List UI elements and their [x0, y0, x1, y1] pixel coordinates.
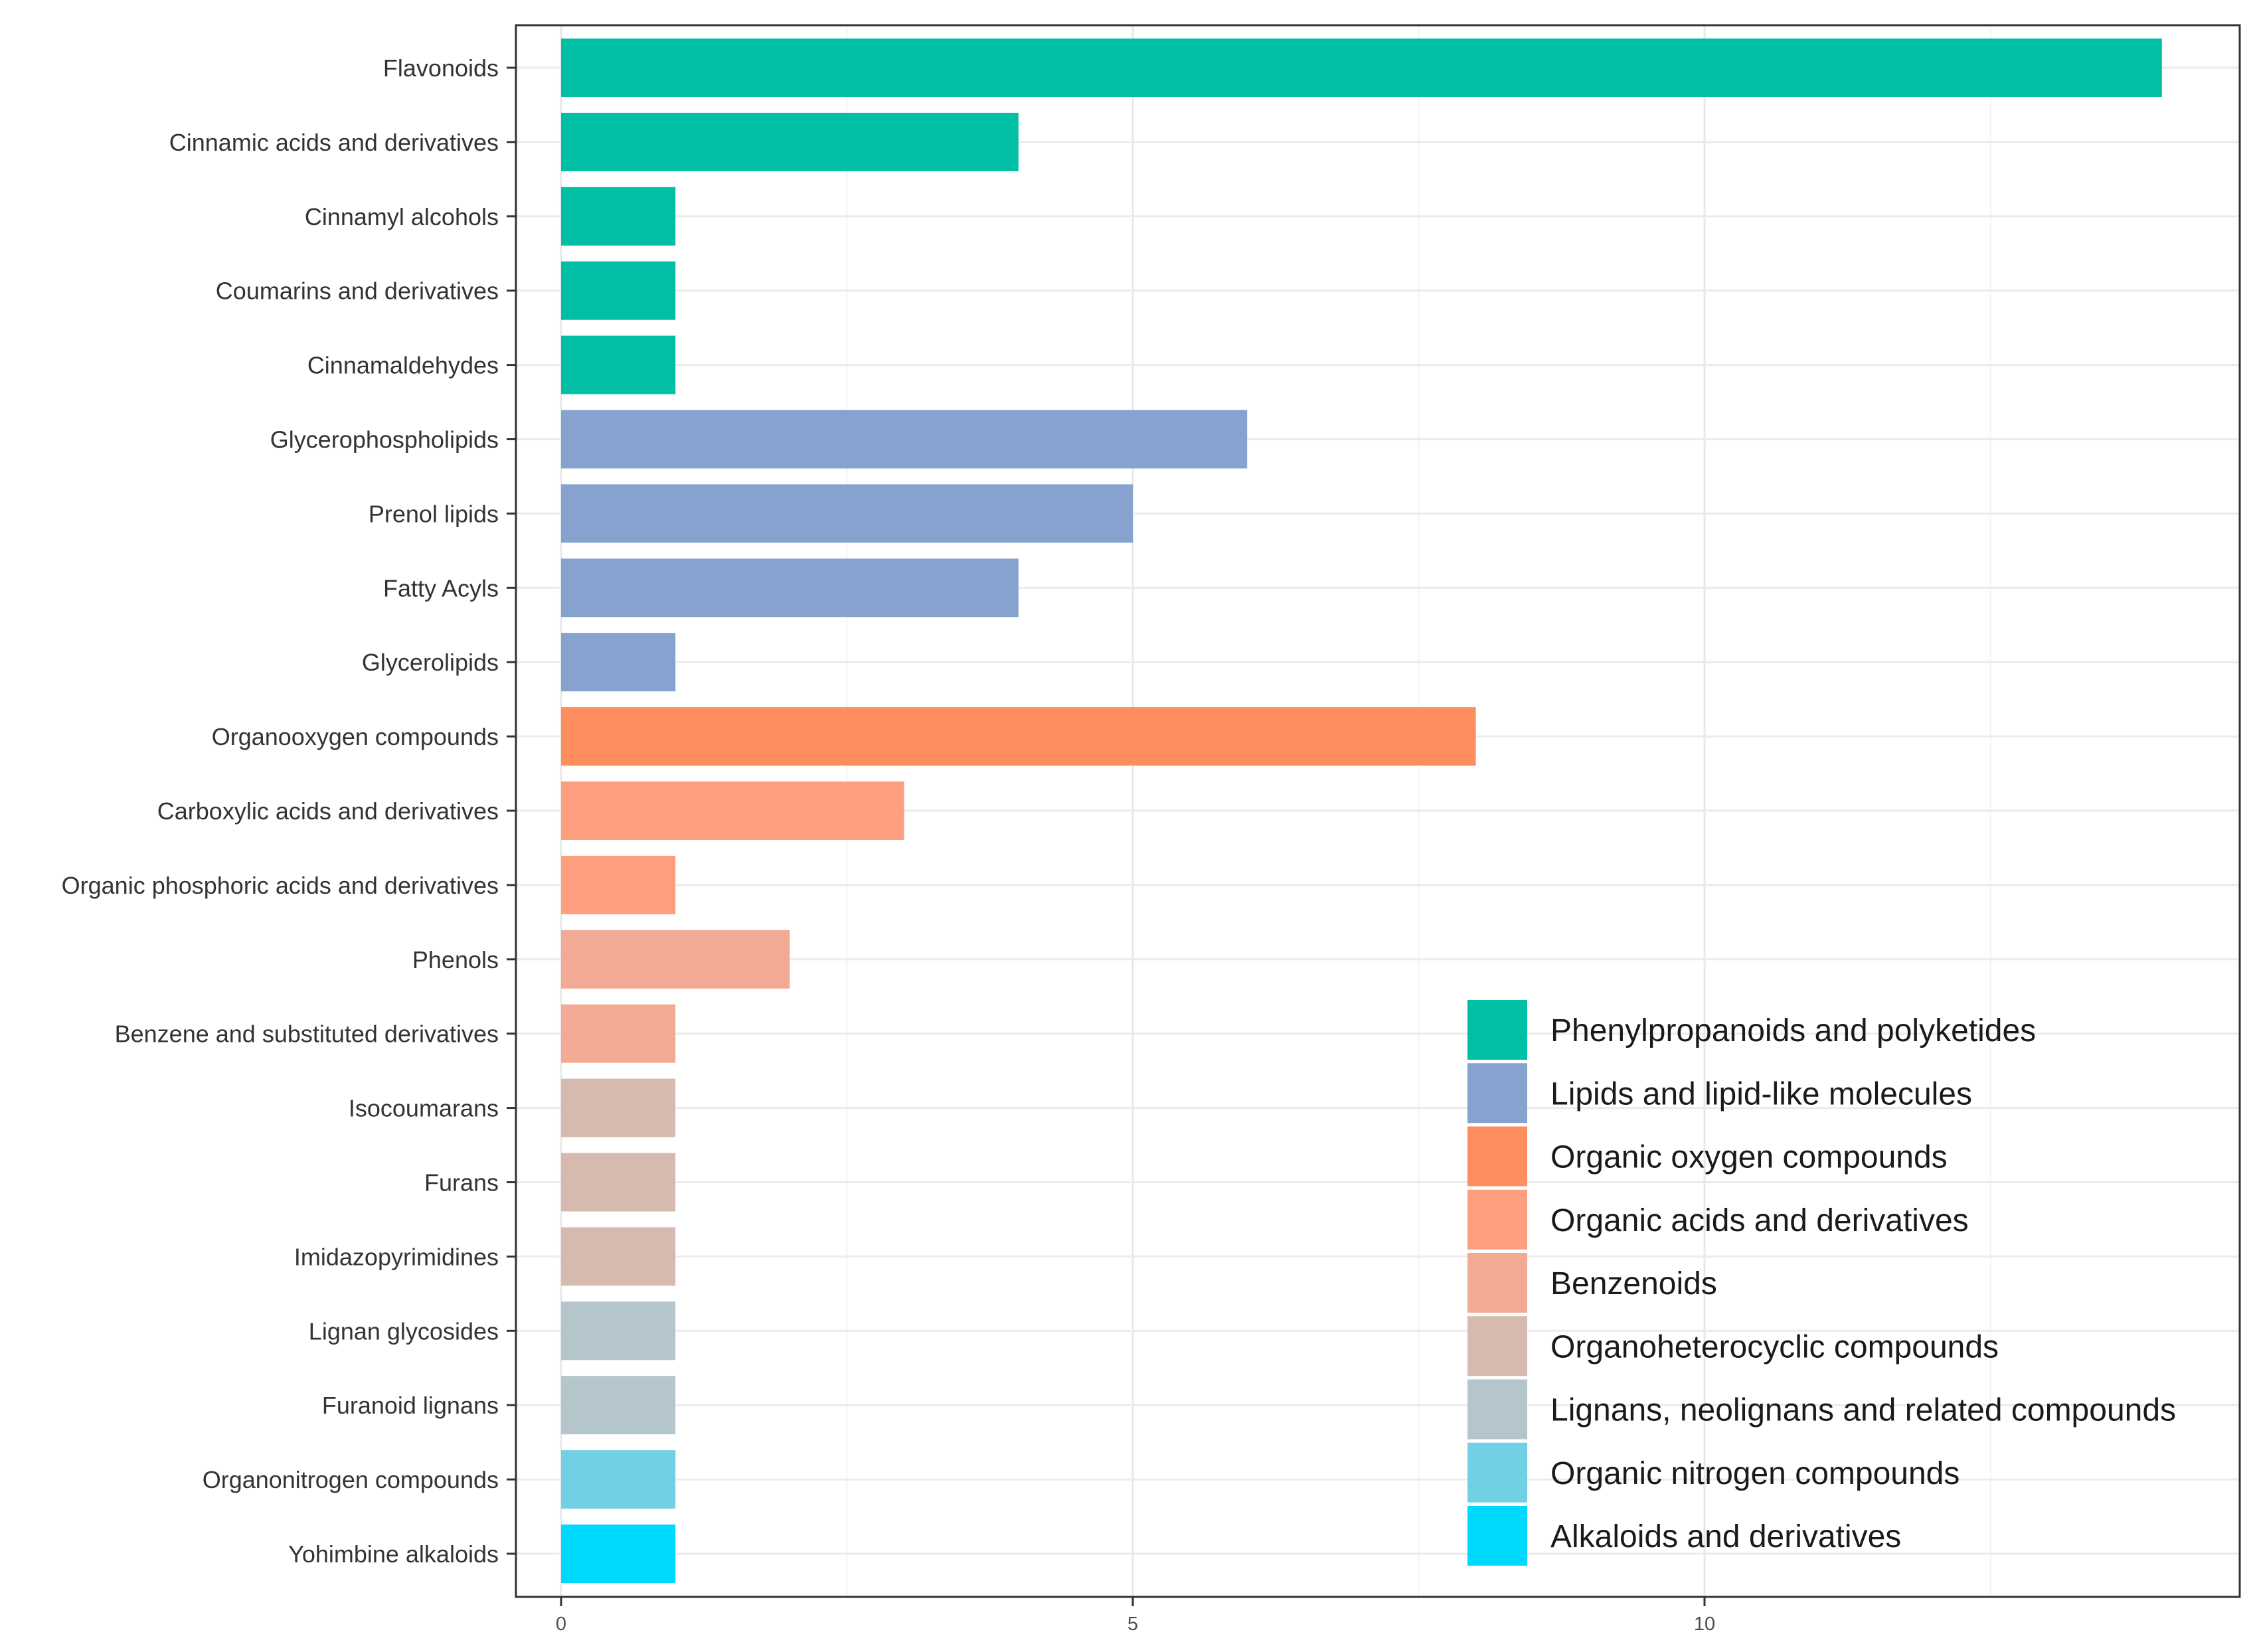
bars: [561, 39, 2162, 1583]
legend: Phenylpropanoids and polyketides Lipids a…: [1467, 1000, 2176, 1566]
legend-key-lignans-neolignans-and-related-compounds: [1467, 1379, 1527, 1440]
legend-key-benzenoids: [1467, 1253, 1527, 1313]
bar-fatty-acyls: [561, 558, 1019, 618]
bar-phenols: [561, 930, 790, 989]
legend-key-organic-nitrogen-compounds: [1467, 1442, 1527, 1503]
y-tick-label-glycerophospholipids: Glycerophospholipids: [270, 426, 499, 454]
bar-organonitrogen-compounds: [561, 1450, 676, 1509]
bar-furans: [561, 1153, 676, 1212]
bar-carboxylic-acids-and-derivatives: [561, 782, 904, 840]
bar-organooxygen-compounds: [561, 707, 1476, 766]
y-tick-label-fatty-acyls: Fatty Acyls: [383, 574, 499, 602]
bar-organic-phosphoric-acids-and-derivatives: [561, 855, 676, 914]
y-tick-label-phenols: Phenols: [412, 946, 499, 973]
y-tick-label-glycerolipids: Glycerolipids: [362, 649, 499, 676]
bar-yohimbine-alkaloids: [561, 1525, 676, 1583]
y-tick-label-yohimbine-alkaloids: Yohimbine alkaloids: [288, 1540, 499, 1568]
y-tick-label-prenol-lipids: Prenol lipids: [369, 500, 499, 527]
legend-label-organoheterocyclic-compounds: Organoheterocyclic compounds: [1550, 1329, 1999, 1364]
x-tick-label: 10: [1694, 1613, 1715, 1635]
y-tick-label-flavonoids: Flavonoids: [383, 54, 499, 82]
legend-label-phenylpropanoids-and-polyketides: Phenylpropanoids and polyketides: [1550, 1013, 2036, 1048]
y-tick-label-furanoid-lignans: Furanoid lignans: [322, 1392, 499, 1419]
bar-cinnamaldehydes: [561, 335, 676, 394]
legend-label-benzenoids: Benzenoids: [1550, 1266, 1717, 1301]
y-tick-label-imidazopyrimidines: Imidazopyrimidines: [294, 1243, 499, 1270]
bar-cinnamyl-alcohols: [561, 187, 676, 246]
bar-furanoid-lignans: [561, 1376, 676, 1435]
legend-key-organic-oxygen-compounds: [1467, 1126, 1527, 1187]
bar-lignan-glycosides: [561, 1301, 676, 1361]
legend-key-organic-acids-and-derivatives: [1467, 1189, 1527, 1250]
y-tick-label-organonitrogen-compounds: Organonitrogen compounds: [203, 1466, 499, 1493]
y-tick-label-coumarins-and-derivatives: Coumarins and derivatives: [216, 278, 499, 305]
x-tick-label: 0: [556, 1613, 566, 1635]
legend-key-phenylpropanoids-and-polyketides: [1467, 1000, 1527, 1060]
bar-glycerolipids: [561, 633, 676, 692]
bar-coumarins-and-derivatives: [561, 261, 676, 320]
y-tick-label-isocoumarans: Isocoumarans: [349, 1095, 499, 1122]
legend-label-alkaloids-and-derivatives: Alkaloids and derivatives: [1550, 1519, 1901, 1554]
y-tick-label-cinnamic-acids-and-derivatives: Cinnamic acids and derivatives: [169, 129, 499, 156]
grid-lines: [516, 25, 2240, 1597]
y-tick-label-cinnamyl-alcohols: Cinnamyl alcohols: [305, 203, 499, 230]
legend-label-organic-nitrogen-compounds: Organic nitrogen compounds: [1550, 1456, 1960, 1491]
bar-isocoumarans: [561, 1078, 676, 1137]
bar-prenol-lipids: [561, 484, 1133, 543]
y-tick-label-organooxygen-compounds: Organooxygen compounds: [212, 723, 499, 750]
legend-label-lipids-and-lipid-like-molecules: Lipids and lipid-like molecules: [1550, 1076, 1972, 1112]
y-tick-label-organic-phosphoric-acids-and-derivatives: Organic phosphoric acids and derivatives: [62, 872, 499, 899]
y-tick-label-furans: Furans: [424, 1169, 499, 1197]
bar-imidazopyrimidines: [561, 1227, 676, 1286]
y-tick-label-cinnamaldehydes: Cinnamaldehydes: [307, 352, 499, 379]
bar-cinnamic-acids-and-derivatives: [561, 112, 1019, 171]
y-tick-label-carboxylic-acids-and-derivatives: Carboxylic acids and derivatives: [157, 797, 499, 825]
bar-benzene-and-substituted-derivatives: [561, 1004, 676, 1063]
legend-label-lignans-neolignans-and-related-compounds: Lignans, neolignans and related compound…: [1550, 1393, 2176, 1428]
bar-flavonoids: [561, 39, 2162, 97]
legend-label-organic-oxygen-compounds: Organic oxygen compounds: [1550, 1140, 1948, 1175]
category-axis: Flavonoids Cinnamic acids and derivatives…: [62, 54, 516, 1568]
x-tick-label: 5: [1127, 1613, 1138, 1635]
legend-key-lipids-and-lipid-like-molecules: [1467, 1063, 1527, 1123]
bar-glycerophospholipids: [561, 410, 1248, 469]
y-tick-label-benzene-and-substituted-derivatives: Benzene and substituted derivatives: [115, 1021, 499, 1048]
legend-label-organic-acids-and-derivatives: Organic acids and derivatives: [1550, 1203, 1969, 1238]
value-axis: 0 5 10: [556, 1597, 1715, 1635]
legend-key-organoheterocyclic-compounds: [1467, 1316, 1527, 1376]
legend-key-alkaloids-and-derivatives: [1467, 1506, 1527, 1566]
y-tick-label-lignan-glycosides: Lignan glycosides: [309, 1317, 499, 1345]
